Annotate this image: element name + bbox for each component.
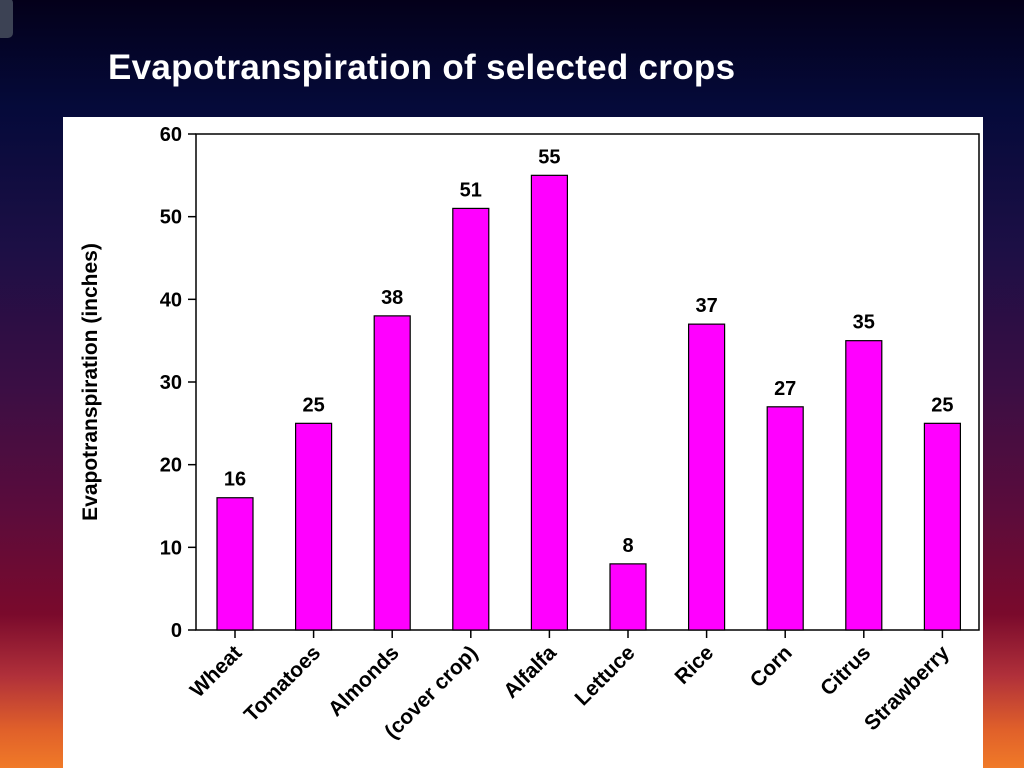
data-label: 38	[381, 287, 403, 309]
bar-chart: 0 10 20 30 40 50 60 16 25 38 51 55 8 37 27 35 25 WheatT…	[79, 124, 980, 743]
bar	[687, 323, 726, 631]
x-category-label: Alfalfa	[499, 641, 561, 703]
y-tick-label: 20	[160, 455, 182, 477]
x-category-label: Almonds	[324, 641, 404, 721]
slide-title: Evapotranspiration of selected crops	[108, 48, 736, 87]
x-category-label: Rice	[671, 641, 719, 689]
data-label: 25	[302, 394, 324, 416]
x-category-label: Corn	[746, 641, 797, 692]
y-tick-label: 10	[160, 537, 182, 559]
data-label: 16	[224, 469, 246, 491]
bar	[766, 406, 804, 631]
y-axis-label: Evapotranspiration (inches)	[79, 243, 102, 521]
y-tick-label: 50	[160, 207, 182, 229]
x-category-label: Lettuce	[570, 641, 639, 710]
data-label: 51	[460, 179, 482, 201]
y-tick-label: 40	[160, 289, 182, 311]
data-label: 55	[538, 146, 560, 168]
data-label: 25	[931, 394, 953, 416]
data-label: 37	[695, 295, 717, 317]
y-tick-label: 60	[160, 124, 182, 146]
data-label: 27	[774, 378, 796, 400]
bar	[530, 174, 568, 631]
bar	[295, 422, 333, 631]
x-category-label: Tomatoes	[240, 641, 325, 726]
x-category-label: Wheat	[186, 641, 247, 702]
x-category-label: Strawberry	[860, 641, 954, 735]
chart-panel: 0 10 20 30 40 50 60 16 25 38 51 55 8 37 27 35 25 Wheat T…	[63, 117, 983, 768]
data-label: 35	[853, 312, 875, 334]
bar	[452, 207, 490, 631]
y-tick-label: 30	[160, 372, 182, 394]
data-label: 8	[622, 535, 633, 557]
bar	[923, 422, 962, 631]
bar	[845, 340, 883, 631]
bar	[373, 315, 411, 631]
slide-corner-tab	[0, 0, 13, 38]
y-tick-label: 0	[171, 620, 182, 642]
x-category-label: Citrus	[816, 641, 875, 700]
bar	[609, 563, 647, 631]
bar	[216, 497, 254, 631]
